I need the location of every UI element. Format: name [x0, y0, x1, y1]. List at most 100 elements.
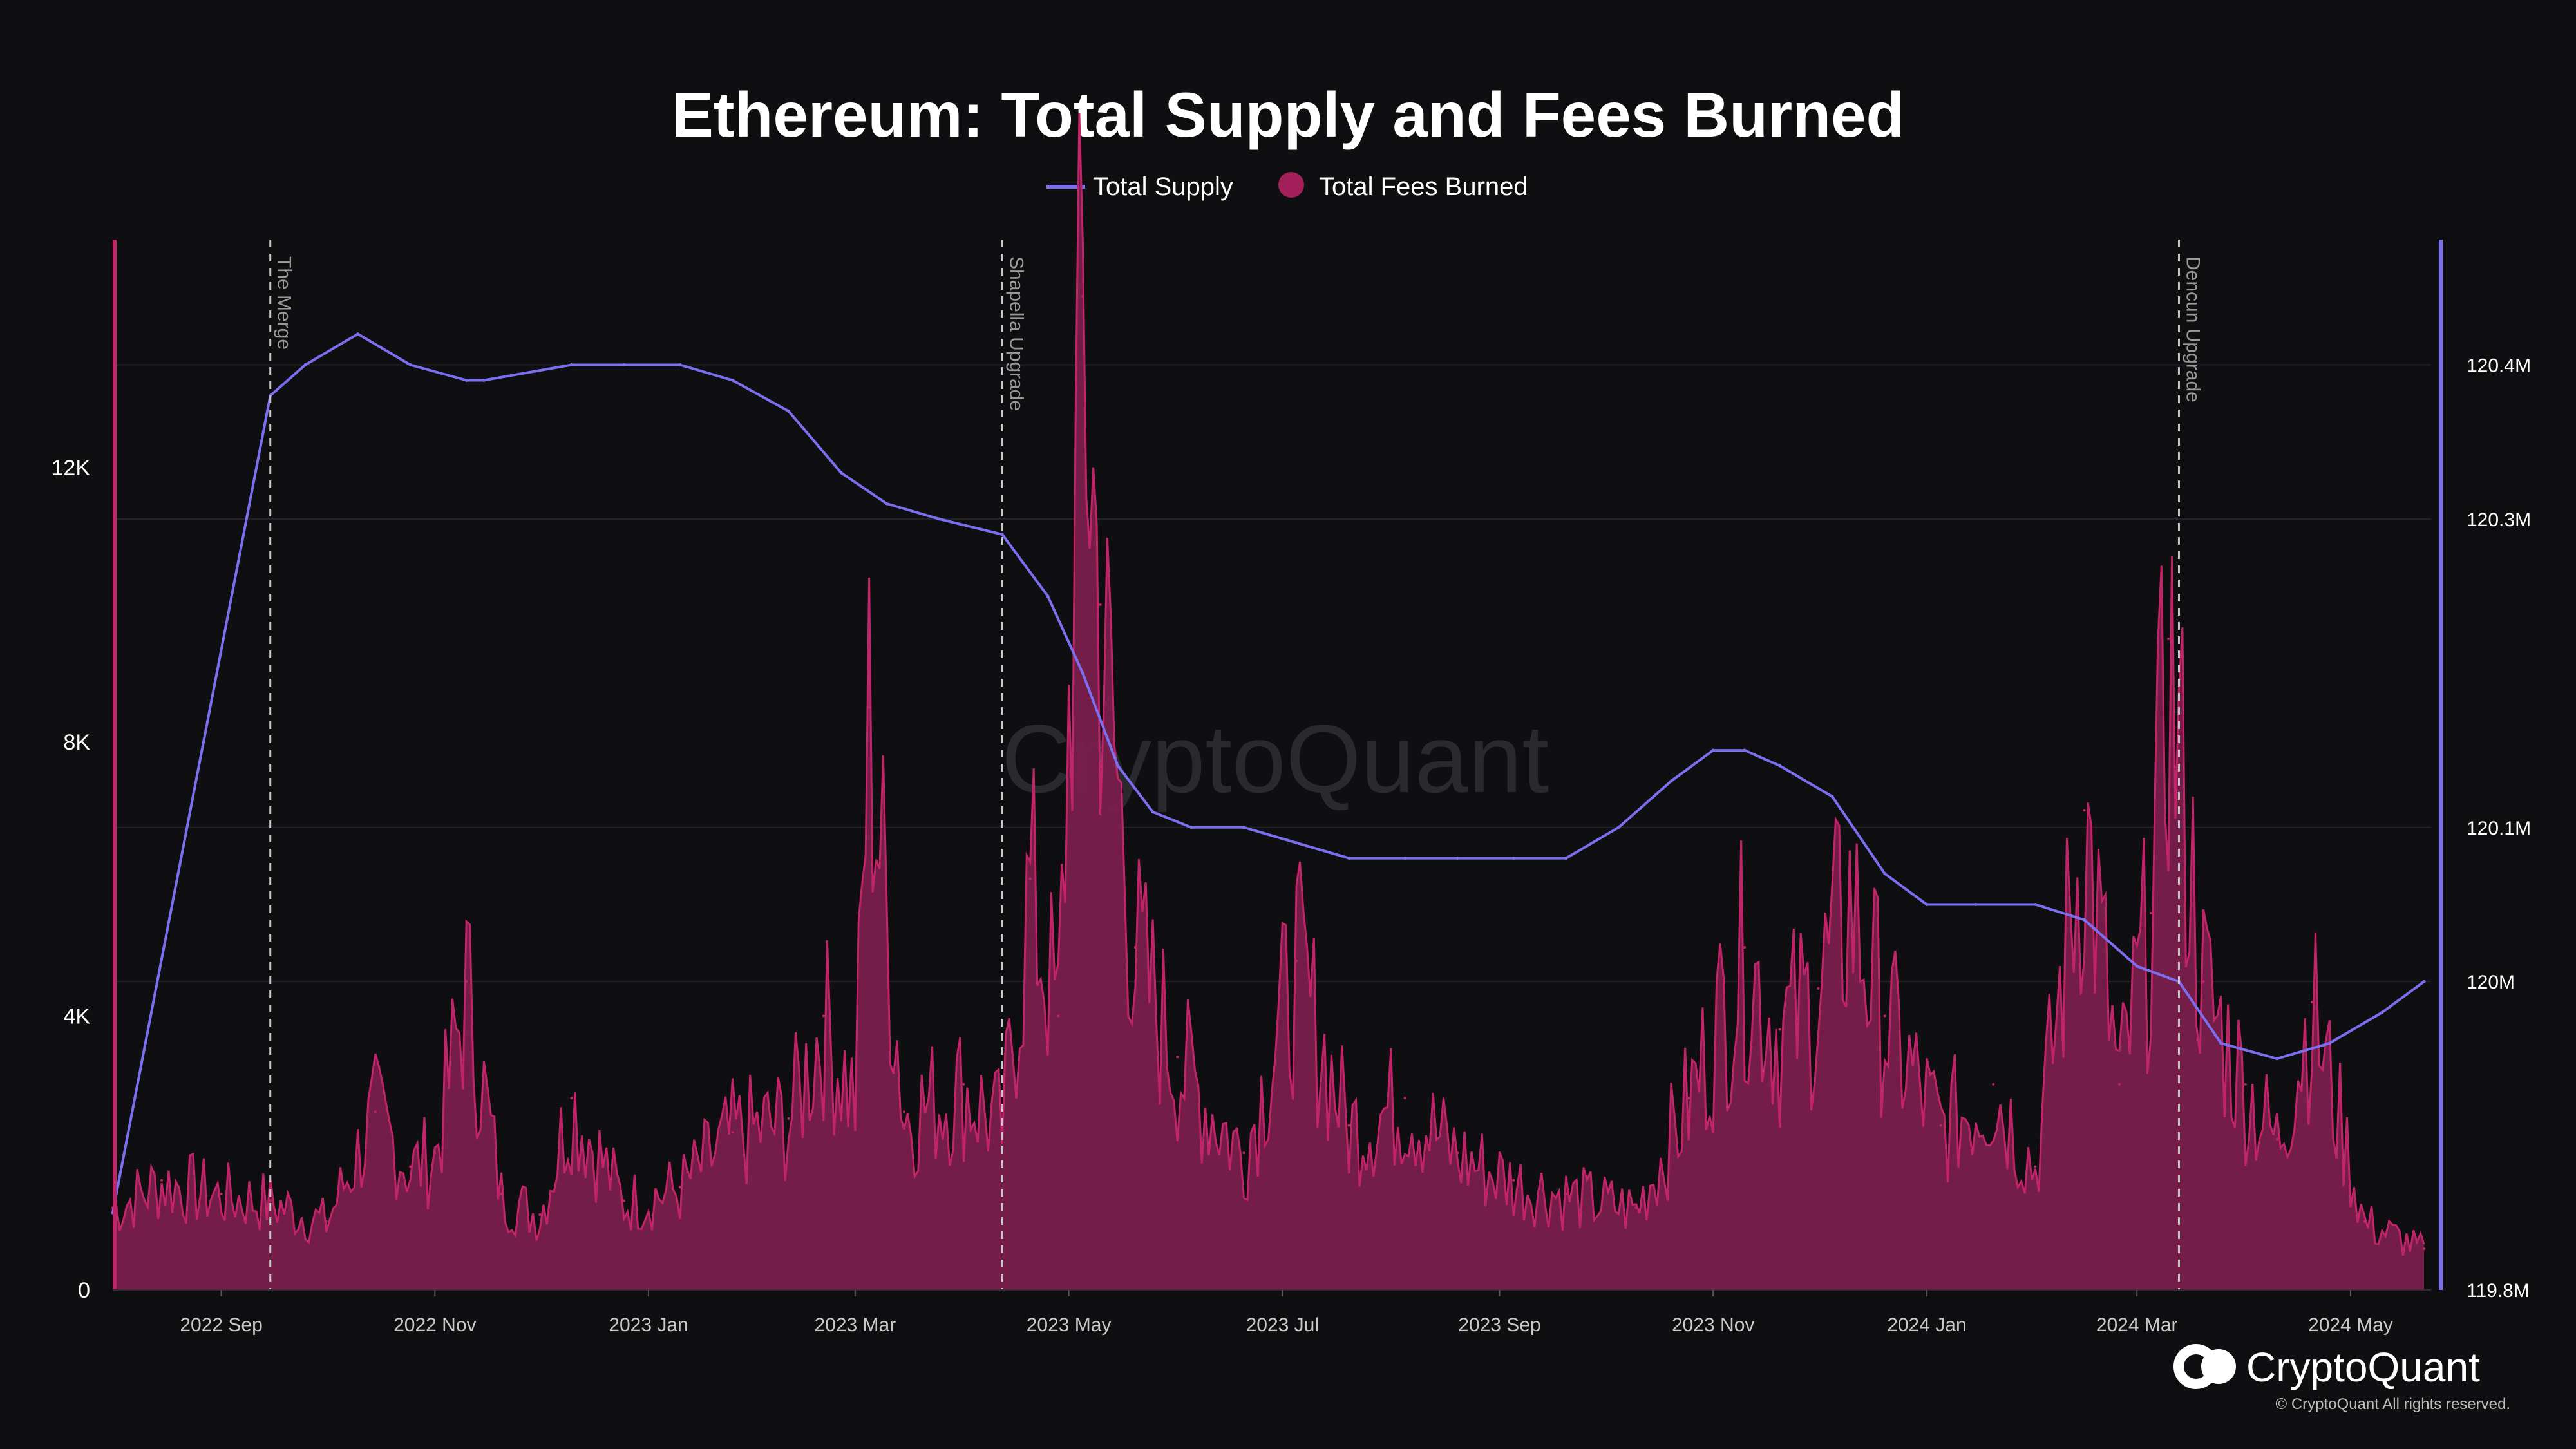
- fees-point: [500, 1193, 503, 1196]
- fees-point: [433, 1151, 437, 1155]
- logo-mark-right-icon: [2201, 1349, 2236, 1384]
- fees-point: [2149, 911, 2152, 914]
- fees-point: [160, 1179, 164, 1182]
- supply-point: [885, 502, 889, 506]
- fees-point: [622, 1199, 625, 1202]
- supply-point: [1778, 764, 1782, 768]
- supply-point: [1925, 902, 1929, 906]
- fees-point: [1176, 1056, 1179, 1059]
- x-tick-label: 2023 Sep: [1458, 1314, 1540, 1336]
- legend-fees-label: Total Fees Burned: [1319, 173, 1528, 201]
- supply-point: [2422, 980, 2426, 983]
- fees-point: [787, 1117, 790, 1120]
- supply-series: [111, 332, 2426, 1215]
- event-label: Shapella Upgrade: [1005, 256, 1027, 411]
- legend: Total Supply Total Fees Burned: [1046, 172, 1528, 201]
- fees-point: [2167, 638, 2170, 641]
- fees-point: [465, 980, 468, 983]
- supply-point: [1564, 857, 1568, 860]
- fees-point: [678, 1186, 681, 1189]
- event-markers: The Merge Shapella Upgrade Dencun Upgrade: [269, 240, 2203, 1290]
- fees-point: [325, 1220, 328, 1223]
- fees-point: [269, 1199, 272, 1202]
- fees-point: [1512, 1179, 1515, 1182]
- fees-point: [1295, 960, 1298, 963]
- y-right-tick-label: 120.3M: [2467, 509, 2531, 531]
- fees-point: [1564, 1193, 1567, 1196]
- fees-point: [2034, 1165, 2037, 1168]
- supply-point: [2380, 1010, 2384, 1014]
- fees-point: [731, 1131, 734, 1134]
- supply-point: [1046, 594, 1050, 598]
- fees-point: [962, 1083, 965, 1086]
- fees-point: [1817, 987, 1820, 990]
- supply-point: [1000, 533, 1004, 536]
- supply-point: [1511, 857, 1515, 860]
- fees-point: [1883, 1014, 1886, 1018]
- supply-point: [1616, 826, 1620, 829]
- fees-point: [1687, 1097, 1690, 1100]
- fees-point: [1099, 603, 1102, 606]
- fees-point: [1743, 945, 1747, 949]
- fees-point: [1028, 877, 1032, 880]
- supply-point: [1403, 857, 1407, 860]
- supply-point: [2327, 1041, 2331, 1045]
- supply-point: [2219, 1041, 2223, 1045]
- supply-point: [2275, 1057, 2279, 1061]
- cryptoquant-logo: CryptoQuant: [2174, 1344, 2480, 1390]
- fees-point: [2363, 1220, 2366, 1223]
- legend-supply-label: Total Supply: [1093, 173, 1233, 201]
- x-tick-label: 2022 Sep: [180, 1314, 262, 1336]
- supply-point: [1743, 748, 1747, 752]
- x-tick-label: 2023 Mar: [814, 1314, 896, 1336]
- fees-point: [220, 1193, 223, 1196]
- fees-point: [1403, 1097, 1406, 1100]
- supply-point: [1151, 810, 1155, 814]
- fees-point: [822, 1014, 825, 1018]
- fees-point: [1347, 1124, 1350, 1127]
- fees-point: [2423, 1247, 2426, 1251]
- x-tick-label: 2022 Nov: [393, 1314, 476, 1336]
- supply-point: [569, 363, 573, 367]
- supply-point: [678, 363, 682, 367]
- fees-point: [2083, 809, 2086, 812]
- supply-point: [1294, 841, 1298, 845]
- supply-point: [937, 517, 941, 521]
- supply-point: [1242, 826, 1245, 829]
- supply-point: [1711, 748, 1715, 752]
- fees-point: [1081, 295, 1084, 298]
- fees-point: [2275, 1137, 2278, 1141]
- supply-point: [303, 363, 307, 367]
- supply-point: [1974, 902, 1978, 906]
- fees-point: [867, 706, 871, 709]
- fees-line: [111, 113, 2425, 1256]
- x-tick-label: 2024 Jan: [1887, 1314, 1966, 1336]
- supply-point: [2135, 964, 2139, 968]
- fees-point: [2244, 1083, 2247, 1086]
- supply-point: [1669, 779, 1673, 783]
- event-label: The Merge: [274, 256, 295, 350]
- supply-point: [787, 409, 791, 413]
- fees-point: [1778, 1028, 1781, 1031]
- y-right-tick-label: 120.4M: [2467, 355, 2531, 377]
- y-left-tick-label: 4K: [63, 1004, 90, 1028]
- x-tick-label: 2024 May: [2308, 1314, 2393, 1336]
- fees-point: [903, 1110, 906, 1113]
- x-tick-label: 2024 Mar: [2096, 1314, 2178, 1336]
- y-right-tick-label: 120.1M: [2467, 818, 2531, 839]
- supply-point: [1830, 795, 1834, 799]
- y-left-tick-label: 12K: [52, 456, 91, 480]
- fees-point: [2311, 1001, 2314, 1004]
- y-right-tick-label: 119.8M: [2467, 1280, 2530, 1302]
- chart-title: Ethereum: Total Supply and Fees Burned: [672, 79, 1905, 150]
- supply-line: [111, 332, 2425, 1213]
- fees-point: [1939, 1124, 1942, 1127]
- fees-area: [113, 113, 2425, 1290]
- supply-point: [1883, 872, 1887, 876]
- brand-name: CryptoQuant: [2246, 1344, 2480, 1390]
- x-tick-label: 2023 May: [1027, 1314, 1112, 1336]
- supply-point: [2033, 902, 2037, 906]
- supply-point: [408, 363, 412, 367]
- fees-point: [570, 1097, 573, 1100]
